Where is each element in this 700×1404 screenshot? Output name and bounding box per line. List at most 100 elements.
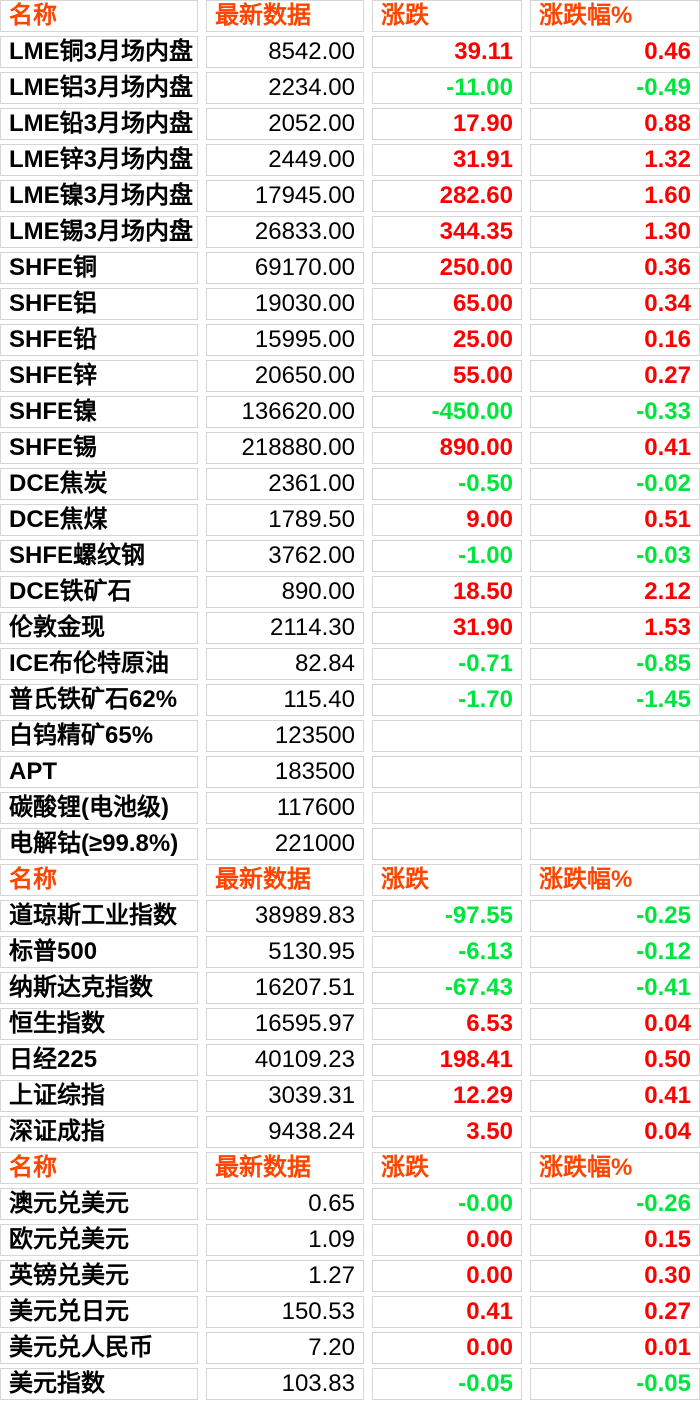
column-header-change: 涨跌 — [372, 864, 522, 896]
instrument-name: 欧元兑美元 — [0, 1224, 198, 1256]
change-pct-value: -0.49 — [530, 72, 700, 104]
table-row: LME锡3月场内盘 26833.00 344.35 1.30 — [0, 216, 700, 248]
change-value: -450.00 — [372, 396, 522, 428]
latest-value: 136620.00 — [206, 396, 364, 428]
change-pct-value: -1.45 — [530, 684, 700, 716]
instrument-name: SHFE铝 — [0, 288, 198, 320]
instrument-name: 电解钴(≥99.8%) — [0, 828, 198, 860]
table-row: LME铅3月场内盘 2052.00 17.90 0.88 — [0, 108, 700, 140]
market-table: 名称 最新数据 涨跌 涨跌幅% 澳元兑美元 0.65 -0.00 -0.26 欧… — [0, 1148, 700, 1404]
instrument-name: SHFE锡 — [0, 432, 198, 464]
instrument-name: SHFE锌 — [0, 360, 198, 392]
table-row: APT 183500 — [0, 756, 700, 788]
change-value: 0.41 — [372, 1296, 522, 1328]
change-pct-value: -0.12 — [530, 936, 700, 968]
change-value: -6.13 — [372, 936, 522, 968]
column-header-latest-data: 最新数据 — [206, 1152, 364, 1184]
instrument-name: LME锌3月场内盘 — [0, 144, 198, 176]
change-value: 65.00 — [372, 288, 522, 320]
table-row: SHFE铜 69170.00 250.00 0.36 — [0, 252, 700, 284]
instrument-name: LME铜3月场内盘 — [0, 36, 198, 68]
instrument-name: APT — [0, 756, 198, 788]
change-pct-value: -0.02 — [530, 468, 700, 500]
column-header-name: 名称 — [0, 1152, 198, 1184]
latest-value: 1789.50 — [206, 504, 364, 536]
table-row: 美元兑日元 150.53 0.41 0.27 — [0, 1296, 700, 1328]
table-row: 电解钴(≥99.8%) 221000 — [0, 828, 700, 860]
latest-value: 2114.30 — [206, 612, 364, 644]
change-pct-value: -0.33 — [530, 396, 700, 428]
latest-value: 69170.00 — [206, 252, 364, 284]
latest-value: 890.00 — [206, 576, 364, 608]
change-pct-value: 0.51 — [530, 504, 700, 536]
instrument-name: SHFE铜 — [0, 252, 198, 284]
change-pct-value: -0.26 — [530, 1188, 700, 1220]
instrument-name: LME锡3月场内盘 — [0, 216, 198, 248]
instrument-name: 美元指数 — [0, 1368, 198, 1400]
change-pct-value: 0.04 — [530, 1116, 700, 1148]
change-value: 12.29 — [372, 1080, 522, 1112]
change-value: -11.00 — [372, 72, 522, 104]
change-value: 0.00 — [372, 1224, 522, 1256]
latest-value: 9438.24 — [206, 1116, 364, 1148]
change-value: 344.35 — [372, 216, 522, 248]
column-header-change: 涨跌 — [372, 0, 522, 32]
column-header-change-pct: 涨跌幅% — [530, 864, 700, 896]
table-row: 标普500 5130.95 -6.13 -0.12 — [0, 936, 700, 968]
change-pct-value: 0.16 — [530, 324, 700, 356]
instrument-name: 澳元兑美元 — [0, 1188, 198, 1220]
change-pct-value — [530, 792, 700, 824]
table-row: DCE焦煤 1789.50 9.00 0.51 — [0, 504, 700, 536]
change-value: 55.00 — [372, 360, 522, 392]
instrument-name: 纳斯达克指数 — [0, 972, 198, 1004]
change-pct-value: 0.41 — [530, 432, 700, 464]
latest-value: 8542.00 — [206, 36, 364, 68]
latest-value: 123500 — [206, 720, 364, 752]
instrument-name: LME镍3月场内盘 — [0, 180, 198, 212]
change-pct-value: 1.60 — [530, 180, 700, 212]
change-pct-value — [530, 828, 700, 860]
table-row: 美元指数 103.83 -0.05 -0.05 — [0, 1368, 700, 1400]
change-value: 31.91 — [372, 144, 522, 176]
instrument-name: SHFE铅 — [0, 324, 198, 356]
change-pct-value: 0.46 — [530, 36, 700, 68]
instrument-name: 深证成指 — [0, 1116, 198, 1148]
latest-value: 218880.00 — [206, 432, 364, 464]
instrument-name: DCE焦煤 — [0, 504, 198, 536]
change-value: -97.55 — [372, 900, 522, 932]
change-value: 0.00 — [372, 1332, 522, 1364]
table-row: 碳酸锂(电池级) 117600 — [0, 792, 700, 824]
latest-value: 117600 — [206, 792, 364, 824]
table-row: SHFE镍 136620.00 -450.00 -0.33 — [0, 396, 700, 428]
latest-value: 26833.00 — [206, 216, 364, 248]
change-value: 17.90 — [372, 108, 522, 140]
latest-value: 1.09 — [206, 1224, 364, 1256]
instrument-name: 日经225 — [0, 1044, 198, 1076]
table-row: 日经225 40109.23 198.41 0.50 — [0, 1044, 700, 1076]
column-header-latest-data: 最新数据 — [206, 0, 364, 32]
latest-value: 0.65 — [206, 1188, 364, 1220]
table-row: DCE焦炭 2361.00 -0.50 -0.02 — [0, 468, 700, 500]
latest-value: 7.20 — [206, 1332, 364, 1364]
latest-value: 3039.31 — [206, 1080, 364, 1112]
table-row: SHFE螺纹钢 3762.00 -1.00 -0.03 — [0, 540, 700, 572]
change-value: -0.71 — [372, 648, 522, 680]
column-header-latest-data: 最新数据 — [206, 864, 364, 896]
change-pct-value: 0.34 — [530, 288, 700, 320]
change-value: -67.43 — [372, 972, 522, 1004]
instrument-name: 白钨精矿65% — [0, 720, 198, 752]
change-value: -1.70 — [372, 684, 522, 716]
change-pct-value — [530, 720, 700, 752]
latest-value: 1.27 — [206, 1260, 364, 1292]
change-value: -0.50 — [372, 468, 522, 500]
table-row: 欧元兑美元 1.09 0.00 0.15 — [0, 1224, 700, 1256]
table-row: 上证综指 3039.31 12.29 0.41 — [0, 1080, 700, 1112]
change-pct-value: -0.05 — [530, 1368, 700, 1400]
table-row: DCE铁矿石 890.00 18.50 2.12 — [0, 576, 700, 608]
table-row: 深证成指 9438.24 3.50 0.04 — [0, 1116, 700, 1148]
latest-value: 82.84 — [206, 648, 364, 680]
change-value: -0.05 — [372, 1368, 522, 1400]
change-pct-value: 1.53 — [530, 612, 700, 644]
change-pct-value: 2.12 — [530, 576, 700, 608]
table-row: SHFE锡 218880.00 890.00 0.41 — [0, 432, 700, 464]
